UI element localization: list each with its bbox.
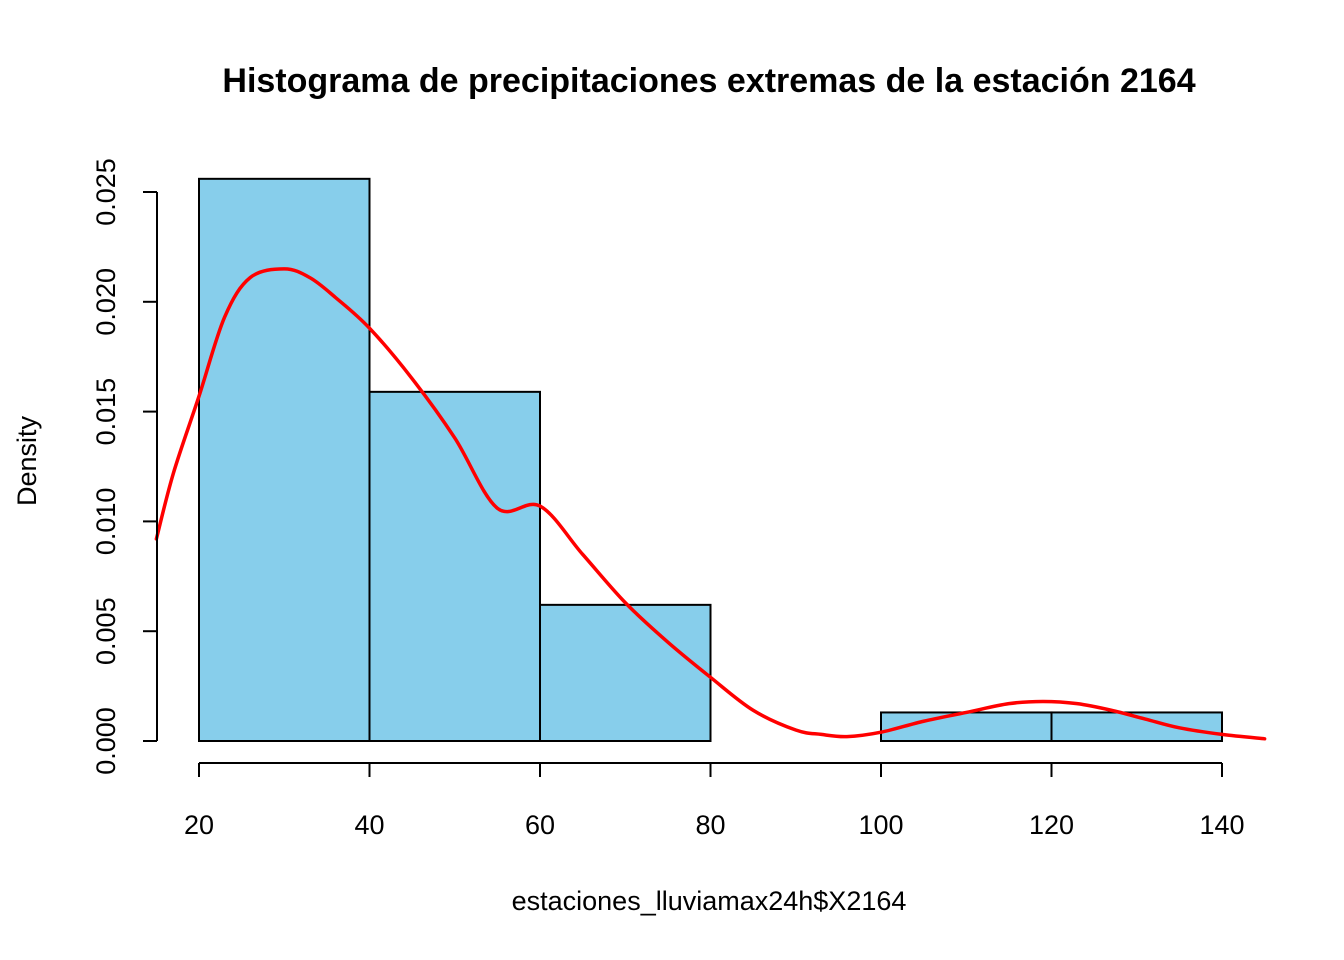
x-axis: 20 40 60 80 100 120 140 xyxy=(184,762,1245,840)
x-tick-label: 20 xyxy=(184,810,214,840)
x-tick-label: 100 xyxy=(858,810,903,840)
chart-title: Histograma de precipitaciones extremas d… xyxy=(222,62,1195,100)
x-tick-label: 40 xyxy=(354,810,384,840)
y-axis-label: Density xyxy=(12,415,42,506)
y-tick-label: 0.000 xyxy=(91,707,121,775)
x-tick-label: 60 xyxy=(525,810,555,840)
y-axis: 0.000 0.005 0.010 0.015 0.020 0.025 xyxy=(91,158,158,775)
y-tick-label: 0.015 xyxy=(91,378,121,446)
y-tick-label: 0.005 xyxy=(91,597,121,665)
x-tick-label: 80 xyxy=(695,810,725,840)
y-tick-label: 0.020 xyxy=(91,268,121,336)
histogram-bar xyxy=(880,711,1053,743)
x-tick-label: 140 xyxy=(1199,810,1244,840)
bars-group xyxy=(198,177,1223,743)
density-curve xyxy=(154,267,1267,741)
histogram-bar xyxy=(539,603,712,743)
x-tick-label: 120 xyxy=(1029,810,1074,840)
x-axis-label: estaciones_lluviamax24h$X2164 xyxy=(512,886,907,916)
histogram-bar xyxy=(368,390,541,742)
y-tick-label: 0.010 xyxy=(91,488,121,556)
y-tick-label: 0.025 xyxy=(91,158,121,226)
histogram-bar xyxy=(198,177,371,743)
